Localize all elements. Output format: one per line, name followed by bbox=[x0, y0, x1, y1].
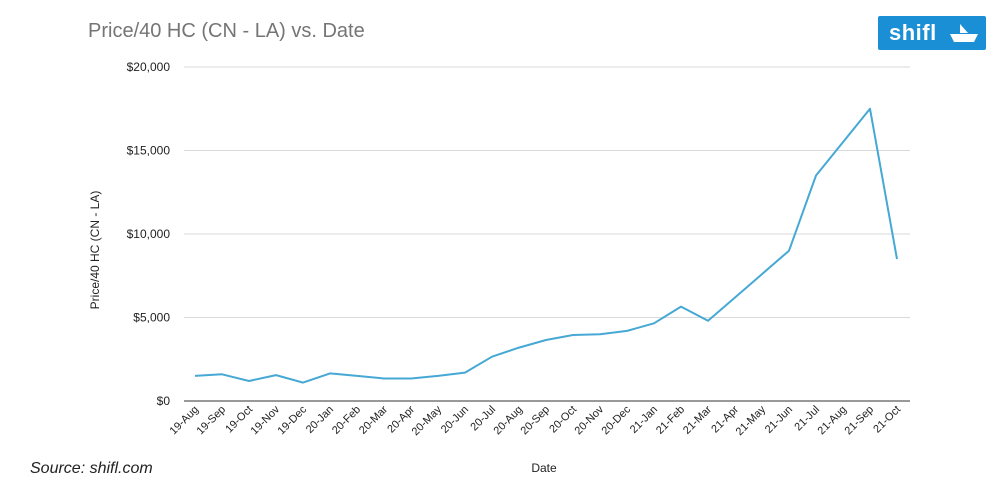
ship-icon bbox=[950, 24, 978, 42]
x-tick-label: 20-Sep bbox=[519, 404, 553, 438]
x-tick-label: 20-Nov bbox=[573, 403, 607, 437]
x-tick-label: 20-Aug bbox=[492, 404, 526, 438]
y-tick-label: $10,000 bbox=[127, 227, 171, 241]
y-tick-label: $0 bbox=[157, 394, 171, 408]
x-tick-label: 21-May bbox=[734, 403, 769, 438]
y-tick-label: $15,000 bbox=[127, 144, 171, 158]
y-tick-label: $5,000 bbox=[133, 311, 170, 325]
x-tick-label: 21-Aug bbox=[816, 404, 850, 438]
x-tick-label: 19-Aug bbox=[168, 404, 202, 438]
x-tick-label: 20-Feb bbox=[330, 404, 363, 437]
x-tick-label: 21-Feb bbox=[654, 404, 687, 437]
shifl-logo: shifl bbox=[878, 16, 986, 50]
price-series-line bbox=[194, 107, 898, 384]
x-tick-label: 21-Sep bbox=[843, 404, 877, 438]
source-caption: Source: shifl.com bbox=[30, 460, 153, 477]
y-tick-label: $20,000 bbox=[127, 60, 171, 74]
x-tick-label: 21-Jun bbox=[763, 404, 795, 436]
x-axis-label: Date bbox=[531, 461, 557, 475]
x-tick-label: 19-Nov bbox=[249, 403, 283, 437]
gridlines bbox=[184, 66, 910, 402]
x-tick-label: 20-Dec bbox=[600, 403, 634, 437]
logo-text: shifl bbox=[889, 20, 937, 45]
x-tick-label: 20-Jun bbox=[439, 404, 471, 436]
x-tick-label: 21-Oct bbox=[871, 404, 903, 436]
x-tick-label: 20-Mar bbox=[357, 403, 390, 436]
y-axis-label: Price/40 HC (CN - LA) bbox=[88, 191, 102, 310]
x-tick-label: 21-Jan bbox=[628, 404, 660, 436]
x-tick-labels: 19-Aug19-Sep19-Oct19-Nov19-Dec20-Jan20-F… bbox=[168, 403, 904, 438]
x-tick-label: 19-Sep bbox=[195, 404, 229, 438]
x-tick-label: 20-May bbox=[410, 403, 445, 438]
x-tick-label: 19-Dec bbox=[276, 403, 310, 437]
x-tick-label: 20-Jan bbox=[304, 404, 336, 436]
chart-title: Price/40 HC (CN - LA) vs. Date bbox=[88, 20, 365, 42]
y-tick-labels: $0 $5,000 $10,000 $15,000 $20,000 bbox=[127, 60, 171, 408]
x-tick-label: 21-Mar bbox=[681, 403, 714, 436]
